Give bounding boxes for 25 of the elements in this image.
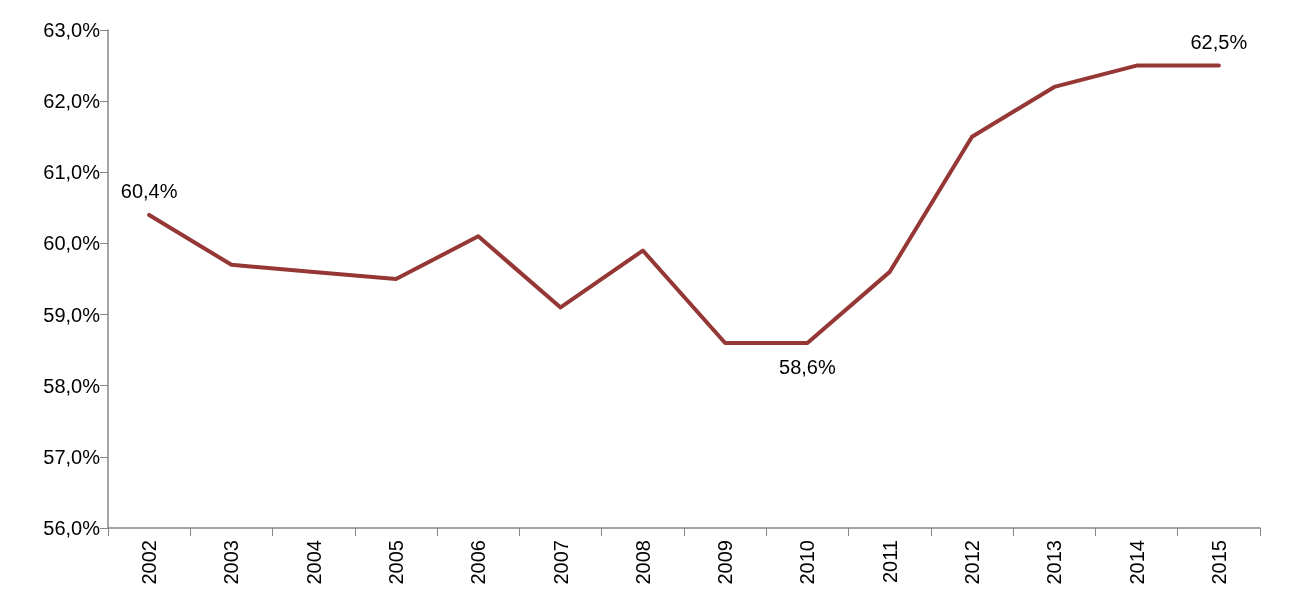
x-tick-label: 2005 xyxy=(385,540,407,585)
x-tick-label: 2011 xyxy=(878,540,901,584)
y-tick-label: 60,0% xyxy=(43,232,101,255)
x-tick-label: 2015 xyxy=(1207,540,1230,585)
x-tick-label: 2007 xyxy=(549,540,572,585)
x-tick-label: 2009 xyxy=(714,540,737,585)
y-tick-label: 63,0% xyxy=(43,19,101,41)
y-tick-label: 58,0% xyxy=(43,374,101,397)
y-tick-label: 62,0% xyxy=(43,90,101,113)
x-tick-label: 2010 xyxy=(796,540,819,585)
x-tick-label: 2014 xyxy=(1125,540,1148,585)
y-tick-label: 59,0% xyxy=(43,303,101,326)
x-tick-label: 2006 xyxy=(467,540,490,585)
y-tick-label: 61,0% xyxy=(43,161,101,184)
x-tick-label: 2012 xyxy=(961,540,983,585)
data-label: 62,5% xyxy=(1190,30,1248,53)
y-tick-label: 56,0% xyxy=(43,517,101,539)
data-label: 58,6% xyxy=(779,356,836,379)
x-tick-label: 2002 xyxy=(138,540,161,585)
y-tick-label: 57,0% xyxy=(43,445,101,468)
x-tick-label: 2003 xyxy=(220,540,243,585)
x-tick-label: 2013 xyxy=(1043,540,1066,585)
x-tick-label: 2004 xyxy=(302,540,325,585)
data-label: 60,4% xyxy=(120,179,178,202)
x-tick-label: 2008 xyxy=(631,540,654,585)
